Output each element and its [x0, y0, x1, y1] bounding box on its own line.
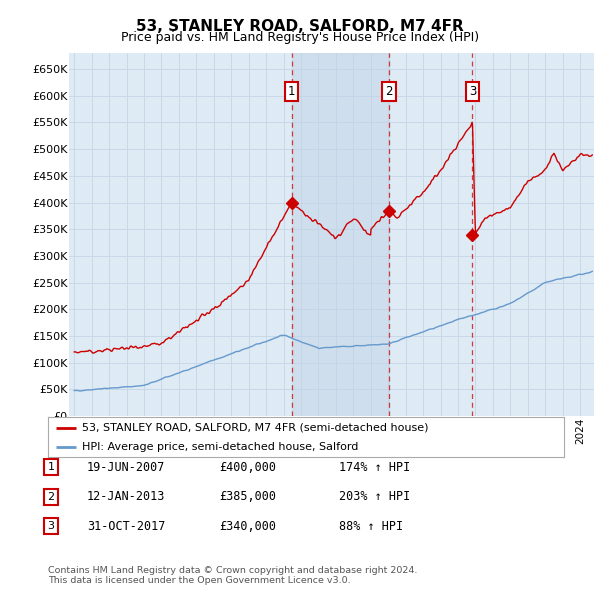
Text: 88% ↑ HPI: 88% ↑ HPI [339, 520, 403, 533]
Text: 53, STANLEY ROAD, SALFORD, M7 4FR (semi-detached house): 53, STANLEY ROAD, SALFORD, M7 4FR (semi-… [82, 422, 428, 432]
Bar [292, 53, 389, 416]
Text: 53, STANLEY ROAD, SALFORD, M7 4FR: 53, STANLEY ROAD, SALFORD, M7 4FR [136, 19, 464, 34]
Text: £340,000: £340,000 [219, 520, 276, 533]
Text: Contains HM Land Registry data © Crown copyright and database right 2024.
This d: Contains HM Land Registry data © Crown c… [48, 566, 418, 585]
Text: 19-JUN-2007: 19-JUN-2007 [87, 461, 166, 474]
Text: 3: 3 [469, 85, 476, 98]
Text: 12-JAN-2013: 12-JAN-2013 [87, 490, 166, 503]
Text: £400,000: £400,000 [219, 461, 276, 474]
Text: Price paid vs. HM Land Registry's House Price Index (HPI): Price paid vs. HM Land Registry's House … [121, 31, 479, 44]
Text: 2: 2 [47, 492, 55, 502]
Text: HPI: Average price, semi-detached house, Salford: HPI: Average price, semi-detached house,… [82, 442, 358, 452]
Text: 31-OCT-2017: 31-OCT-2017 [87, 520, 166, 533]
Text: 3: 3 [47, 522, 55, 531]
Text: 2: 2 [385, 85, 392, 98]
Text: 1: 1 [288, 85, 295, 98]
Text: £385,000: £385,000 [219, 490, 276, 503]
Text: 174% ↑ HPI: 174% ↑ HPI [339, 461, 410, 474]
Text: 1: 1 [47, 463, 55, 472]
Text: 203% ↑ HPI: 203% ↑ HPI [339, 490, 410, 503]
